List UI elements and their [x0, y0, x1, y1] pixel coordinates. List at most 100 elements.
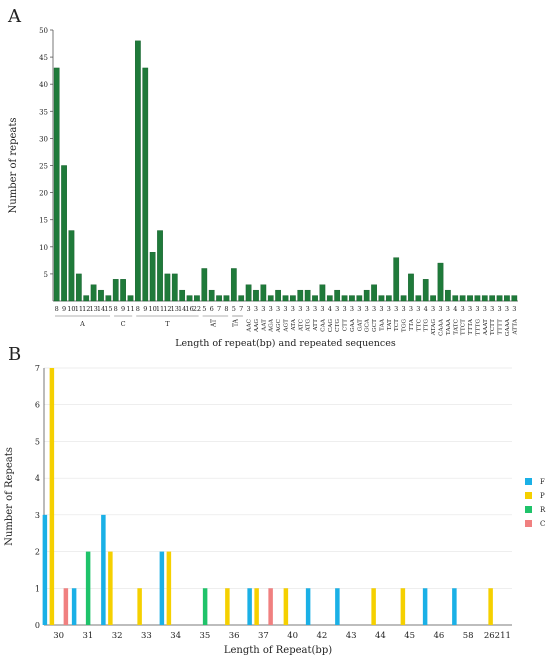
bar — [326, 295, 333, 302]
bar — [75, 273, 82, 302]
bar-label: 3 — [335, 305, 339, 313]
x-tick-label: 36 — [229, 631, 240, 641]
motif-label: TCTT — [490, 319, 496, 335]
bar-label: 8 — [224, 305, 228, 313]
motif-label: GCA — [365, 318, 371, 332]
legend-swatch — [525, 506, 532, 513]
bar-label: 3 — [372, 305, 376, 313]
y-tick-label: 0 — [35, 621, 40, 630]
bar-label: 3 — [283, 305, 287, 313]
motif-label: TTCT — [461, 319, 467, 335]
bar — [445, 289, 451, 302]
y-axis-title: Number of repeats — [8, 118, 19, 214]
bar-label: 3 — [438, 305, 442, 313]
bar — [201, 268, 208, 302]
group-label: T — [165, 320, 170, 328]
motif-label: AAT — [261, 319, 267, 332]
bar-label: 3 — [254, 305, 258, 313]
motif-label: CAAA — [439, 318, 445, 336]
bar — [504, 295, 510, 302]
x-tick-label: 26211 — [484, 631, 511, 641]
y-axis-title: Number of Repeats — [4, 447, 15, 546]
legend-label: P — [540, 492, 545, 500]
bar-F — [305, 588, 311, 625]
x-tick-label: 35 — [199, 631, 210, 641]
bar — [297, 289, 304, 302]
bar-label: 4 — [424, 305, 428, 313]
x-tick-label: 31 — [82, 631, 93, 641]
bar-P — [225, 588, 230, 625]
bar-label: 9 — [121, 305, 125, 313]
bar-label: 3 — [387, 305, 391, 313]
bar — [53, 67, 60, 302]
motif-label: AGC — [276, 318, 282, 333]
panel-label-a: A — [7, 6, 22, 27]
motif-label: GAT — [357, 319, 363, 331]
bar-label: 3 — [446, 305, 450, 313]
y-tick-label: 1 — [35, 584, 40, 593]
bar — [400, 295, 407, 302]
bar-label: 3 — [313, 305, 317, 313]
motif-label: AGT — [284, 319, 290, 333]
motif-label: TAA — [379, 318, 385, 331]
bar-label: 7 — [239, 305, 243, 313]
bar-label: 3 — [512, 305, 516, 313]
motif-label: ATAG — [431, 319, 437, 337]
bar-label: 10 — [67, 305, 75, 313]
bar-R — [202, 588, 208, 625]
x-tick-label: 40 — [287, 631, 298, 641]
y-tick-label: 35 — [39, 108, 48, 116]
motif-label: TTA — [409, 318, 415, 331]
x-tick-label: 37 — [258, 631, 269, 641]
bar-label: 9 — [62, 305, 66, 313]
bar-label: 4 — [328, 305, 332, 313]
bar — [157, 230, 163, 302]
bar-P — [166, 551, 172, 625]
x-tick-label: 44 — [375, 631, 386, 641]
bar — [135, 40, 141, 302]
bar-F — [101, 514, 106, 625]
motif-label: TTTA — [468, 318, 474, 334]
bar — [105, 295, 112, 302]
bar-label: 8 — [55, 305, 59, 313]
bar-label: 3 — [261, 305, 265, 313]
bar-label: 3 — [409, 305, 413, 313]
bar — [363, 289, 370, 302]
bar — [186, 295, 193, 302]
motif-label: TGG — [402, 319, 408, 332]
motif-label: AGA — [269, 318, 275, 333]
bar-P — [371, 588, 376, 625]
motif-label: GAA — [350, 318, 356, 332]
bar — [474, 295, 481, 302]
bar — [179, 289, 186, 302]
bar-label: 3 — [291, 305, 295, 313]
bar-C — [268, 588, 273, 625]
bar-label: 14 — [97, 305, 105, 313]
y-tick-label: 5 — [44, 271, 48, 279]
bar — [489, 295, 496, 302]
bar — [349, 295, 355, 302]
motif-label: AAAT — [483, 319, 489, 336]
bar-label: 3 — [247, 305, 251, 313]
y-tick-label: 10 — [39, 244, 48, 252]
bar-P — [254, 588, 259, 625]
bar — [216, 295, 222, 302]
bar-F — [42, 514, 48, 625]
bar-label: 7 — [217, 305, 221, 313]
motif-label: TTC — [416, 318, 422, 331]
bar — [275, 289, 281, 302]
y-tick-label: 25 — [39, 163, 48, 171]
legend-swatch — [525, 520, 532, 527]
bar-label: 8 — [136, 305, 140, 313]
y-tick-label: 4 — [35, 474, 40, 483]
bar-label: 22 — [193, 305, 201, 313]
bar-F — [335, 588, 340, 625]
bar-F — [422, 588, 428, 625]
bar — [312, 295, 318, 302]
bar-P — [283, 588, 289, 625]
bar-label: 15 — [104, 305, 112, 313]
bar-label: 3 — [483, 305, 487, 313]
bar — [112, 279, 119, 302]
bar-label: 6 — [210, 305, 214, 313]
